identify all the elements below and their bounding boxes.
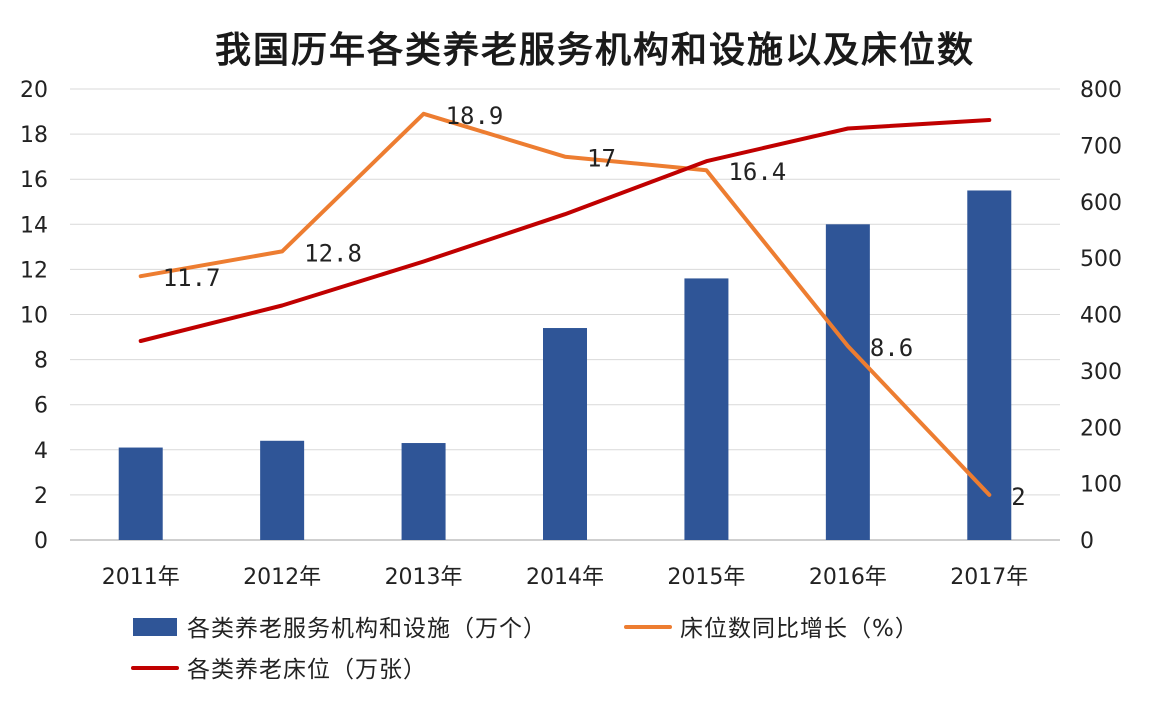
- bar: [118, 447, 163, 540]
- legend-label: 各类养老服务机构和设施（万个）: [187, 616, 547, 642]
- right-tick-label: 600: [1080, 191, 1122, 216]
- left-tick-label: 12: [20, 258, 48, 283]
- line-series: [138, 111, 992, 497]
- x-tick-label: 2015年: [667, 565, 745, 590]
- data-label: 16.4: [728, 158, 786, 186]
- data-label: 17: [587, 145, 616, 173]
- data-label: 2: [1011, 483, 1025, 511]
- series-line: [138, 118, 992, 343]
- legend: 各类养老服务机构和设施（万个） 床位数同比增长（%） 各类养老床位（万张）: [131, 616, 919, 683]
- data-label: 11.7: [163, 264, 221, 292]
- bar: [260, 440, 305, 540]
- left-tick-label: 18: [20, 123, 48, 148]
- right-tick-label: 0: [1080, 529, 1094, 554]
- left-tick-label: 2: [34, 484, 48, 509]
- right-tick-label: 500: [1080, 247, 1122, 272]
- left-tick-label: 0: [34, 529, 48, 554]
- x-tick-label: 2011年: [102, 565, 180, 590]
- x-tick-label: 2012年: [243, 565, 321, 590]
- x-tick-label: 2014年: [526, 565, 604, 590]
- x-tick-label: 2016年: [809, 565, 887, 590]
- bar: [967, 190, 1012, 540]
- bar: [825, 224, 870, 541]
- chart-title: 我国历年各类养老服务机构和设施以及床位数: [215, 29, 975, 71]
- legend-label: 床位数同比增长（%）: [680, 616, 919, 642]
- data-label: 8.6: [870, 334, 913, 362]
- left-axis-ticks: 0 2 4 6 8 10 12 14 16 18 20: [20, 78, 48, 554]
- bar-series: [118, 190, 1012, 541]
- left-tick-label: 20: [20, 78, 48, 103]
- left-tick-label: 14: [20, 213, 48, 238]
- right-tick-label: 400: [1080, 304, 1122, 329]
- bar: [543, 328, 587, 540]
- data-label: 18.9: [446, 102, 504, 130]
- right-tick-label: 800: [1080, 78, 1122, 103]
- x-tick-label: 2017年: [950, 565, 1028, 590]
- right-tick-label: 300: [1080, 360, 1122, 385]
- data-labels: 11.7 12.8 18.9 17 16.4 8.6 2: [163, 102, 1026, 511]
- data-label: 12.8: [304, 239, 362, 267]
- bar: [401, 443, 446, 540]
- x-axis: 2011年 2012年 2013年 2014年 2015年 2016年 2017年: [70, 539, 1060, 590]
- right-tick-label: 200: [1080, 416, 1122, 441]
- left-tick-label: 10: [20, 304, 48, 329]
- legend-swatch: [133, 618, 177, 636]
- right-axis-ticks: 0 100 200 300 400 500 600 700 800: [1080, 78, 1122, 554]
- right-tick-label: 100: [1080, 473, 1122, 498]
- bar: [684, 278, 729, 540]
- left-tick-label: 6: [34, 394, 48, 419]
- left-tick-label: 4: [34, 439, 48, 464]
- x-tick-label: 2013年: [385, 565, 463, 590]
- left-tick-label: 8: [34, 349, 48, 374]
- left-tick-label: 16: [20, 168, 48, 193]
- right-tick-label: 700: [1080, 134, 1122, 159]
- legend-label: 各类养老床位（万张）: [187, 657, 427, 683]
- series-line: [138, 111, 992, 497]
